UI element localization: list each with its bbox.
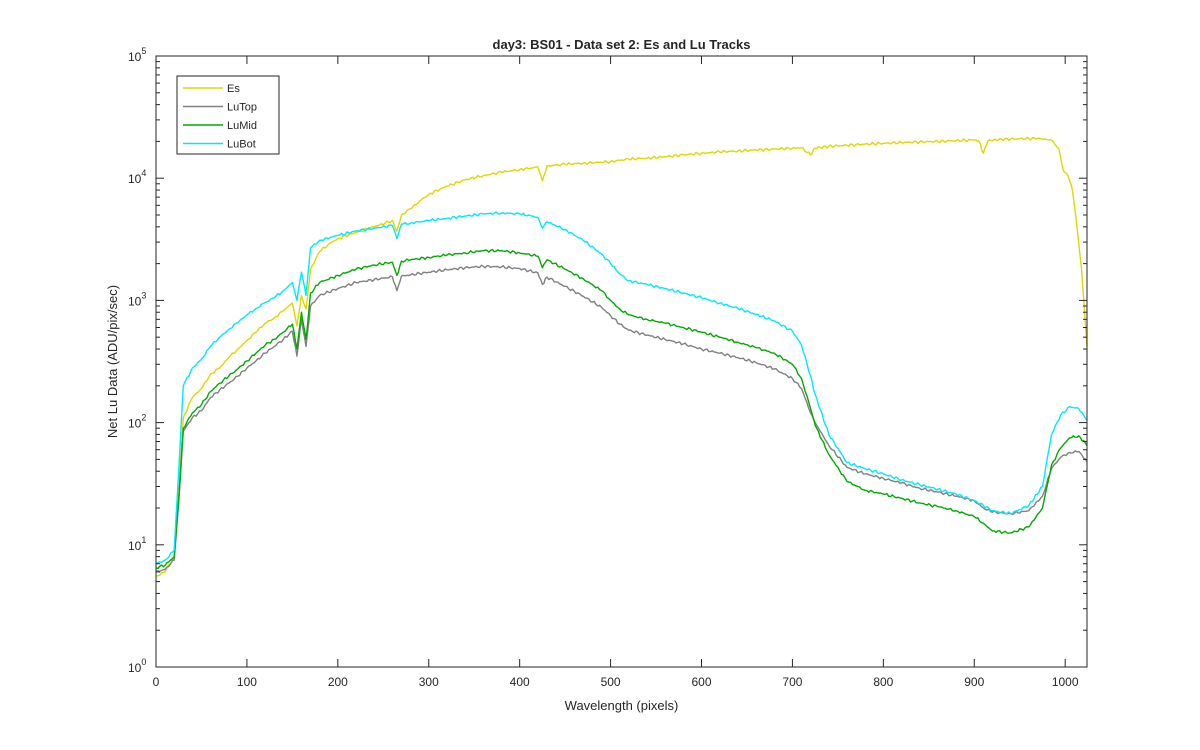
series-line-lumid [155,248,1088,570]
legend: Es LuTop LuMid LuBot [176,75,280,155]
series-line-lutop [155,264,1088,573]
x-tick-label: 900 [964,675,984,689]
chart-title: day3: BS01 - Data set 2: Es and Lu Track… [493,37,751,52]
series-line-lubot [155,211,1088,565]
x-tick-label: 600 [691,675,711,689]
x-tick-label: 400 [510,675,530,689]
legend-box [176,75,280,155]
x-tick-label: 300 [419,675,439,689]
legend-label-es: Es [227,83,240,95]
axes-layer: 0 100 200 300 400 500 600 700 800 900 100010010110… [128,46,1088,689]
x-tick-label: 100 [237,675,257,689]
legend-label-lutop: LuTop [227,102,257,114]
x-axis-label: Wavelength (pixels) [565,698,679,713]
legend-label-lumid: LuMid [227,120,257,132]
plot-area [156,56,1087,667]
x-tick-label: 200 [328,675,348,689]
x-tick-label: 0 [153,675,160,689]
y-axis-label: Net Lu Data (ADU/pix/sec) [105,285,120,438]
x-tick-label: 800 [873,675,893,689]
series-layer [155,136,1088,578]
x-tick-label: 500 [601,675,621,689]
legend-label-lubot: LuBot [227,139,256,151]
series-line-es [155,136,1088,578]
axes-box [155,55,1088,668]
x-tick-label: 700 [782,675,802,689]
x-tick-label: 1000 [1052,675,1079,689]
